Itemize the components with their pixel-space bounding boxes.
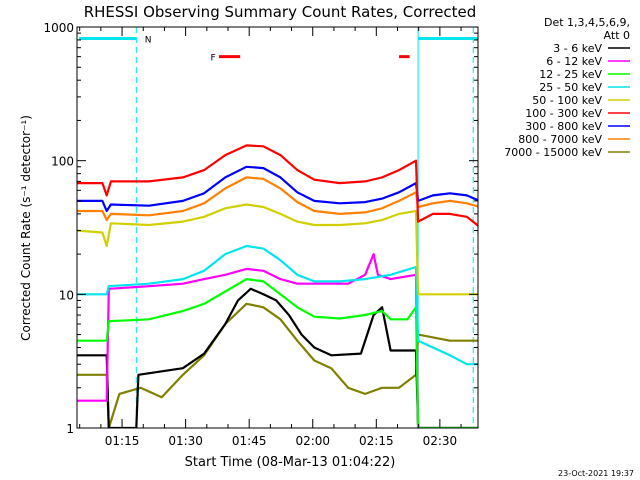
legend-label-800to7000kev: 800 - 7000 keV xyxy=(518,133,602,146)
night-flag-label: N xyxy=(145,36,152,46)
legend-label-100to300kev: 100 - 300 keV xyxy=(525,107,602,120)
series-line-12to25kev xyxy=(77,278,478,428)
series-line-50to100kev xyxy=(77,203,478,296)
series-line-3to6kev xyxy=(77,287,478,428)
legend-header-1: Det 1,3,4,5,6,9, xyxy=(544,16,630,29)
legend-label-7000to15000kev: 7000 - 15000 keV xyxy=(504,146,602,159)
series-line-300to800kev xyxy=(77,165,478,213)
series-line-100to300kev xyxy=(77,144,478,227)
x-tick-label: 02:15 xyxy=(359,434,394,448)
series-line-6to12kev xyxy=(77,253,478,428)
legend-header-2: Att 0 xyxy=(604,29,630,42)
y-tick-label: 1000 xyxy=(43,21,74,35)
series-line-800to7000kev xyxy=(77,176,478,222)
flare-flag-label: F xyxy=(210,54,215,64)
x-tick-label: 01:15 xyxy=(105,434,140,448)
plot-frame xyxy=(76,26,479,429)
x-tick-label: 01:45 xyxy=(232,434,267,448)
axes-layer: 1 10 100 1000 01:15 01:30 01:45 02:00 02:15 02:30 xyxy=(43,21,479,448)
series-line-25to50kev xyxy=(77,244,478,366)
x-tick-label: 02:30 xyxy=(423,434,458,448)
series-line-7000to15000kev xyxy=(77,302,478,428)
plot-layer: NF xyxy=(77,27,478,428)
chart-title: RHESSI Observing Summary Count Rates, Co… xyxy=(84,3,477,21)
legend-label-25to50kev: 25 - 50 keV xyxy=(539,81,602,94)
y-tick-label: 10 xyxy=(59,288,74,302)
x-tick-label: 01:30 xyxy=(168,434,203,448)
legend-label-300to800kev: 300 - 800 keV xyxy=(525,120,602,133)
legend-label-6to12kev: 6 - 12 keV xyxy=(546,55,602,68)
y-tick-label: 1 xyxy=(66,422,74,436)
legend-label-12to25kev: 12 - 25 keV xyxy=(539,68,602,81)
x-axis-label: Start Time (08-Mar-13 01:04:22) xyxy=(185,455,396,470)
y-axis-label: Corrected Count Rate (s⁻¹ detector⁻¹) xyxy=(19,115,33,341)
x-tick-label: 02:00 xyxy=(295,434,330,448)
legend-label-50to100kev: 50 - 100 keV xyxy=(532,94,602,107)
legend-label-3to6kev: 3 - 6 keV xyxy=(553,42,602,55)
series-group xyxy=(77,144,478,428)
y-tick-label: 100 xyxy=(51,155,74,169)
footer-timestamp: 23-Oct-2021 19:37 xyxy=(558,469,634,478)
